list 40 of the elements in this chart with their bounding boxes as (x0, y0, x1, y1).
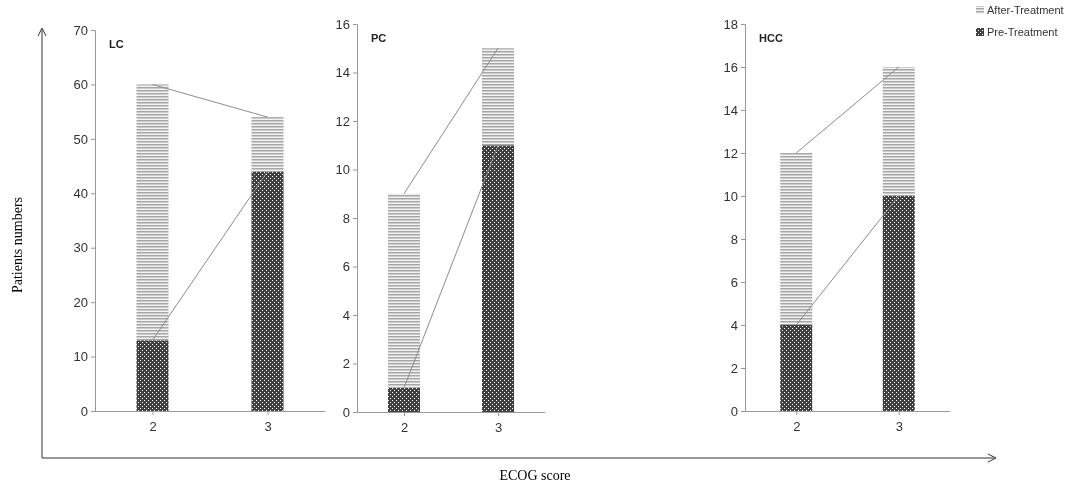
x-tick-label: 2 (149, 419, 157, 434)
y-tick-label: 40 (73, 185, 88, 201)
text: LC (109, 38, 124, 50)
y-tick-label: 14 (335, 65, 350, 81)
y-tick-label: 10 (723, 188, 738, 204)
x-tick-label: 3 (494, 420, 503, 435)
y-tick-label: 6 (730, 274, 738, 290)
y-tick-label: 0 (342, 404, 350, 420)
x-axis-title: ECOG score (499, 468, 571, 483)
y-axis-title: Patients numbers (10, 196, 25, 294)
y-tick-label: 8 (730, 231, 738, 247)
y-tick-label: 2 (342, 356, 350, 372)
y-tick-label: 20 (73, 294, 88, 310)
y-tick-label: 60 (73, 77, 88, 93)
x-tick-label: 2 (793, 419, 801, 434)
x-tick-label: 3 (895, 419, 903, 434)
y-tick-label: 12 (335, 113, 350, 129)
text: PC (371, 32, 387, 44)
y-tick-label: 30 (73, 240, 88, 256)
legend-label: Pre-Treatment (987, 26, 1058, 38)
text: HCC (759, 32, 783, 44)
y-tick-label: 50 (73, 131, 88, 147)
y-tick-label: 10 (73, 349, 88, 365)
y-tick-label: 12 (723, 145, 738, 161)
y-tick-label: 8 (342, 210, 350, 226)
y-tick-label: 4 (342, 307, 350, 323)
y-tick-label: 16 (335, 16, 350, 32)
y-tick-label: 18 (723, 16, 738, 32)
y-tick-label: 0 (730, 403, 738, 419)
y-tick-label: 6 (342, 259, 350, 275)
y-tick-label: 10 (335, 162, 350, 178)
y-tick-label: 70 (73, 22, 88, 38)
legend-label: After-Treatment (987, 4, 1064, 16)
y-tick-label: 2 (730, 360, 738, 376)
y-tick-label: 4 (730, 317, 738, 333)
y-tick-label: 16 (723, 59, 738, 75)
x-tick-label: 2 (400, 420, 409, 435)
y-tick-label: 0 (80, 403, 88, 419)
x-tick-label: 3 (264, 419, 272, 434)
y-tick-label: 14 (723, 102, 738, 118)
